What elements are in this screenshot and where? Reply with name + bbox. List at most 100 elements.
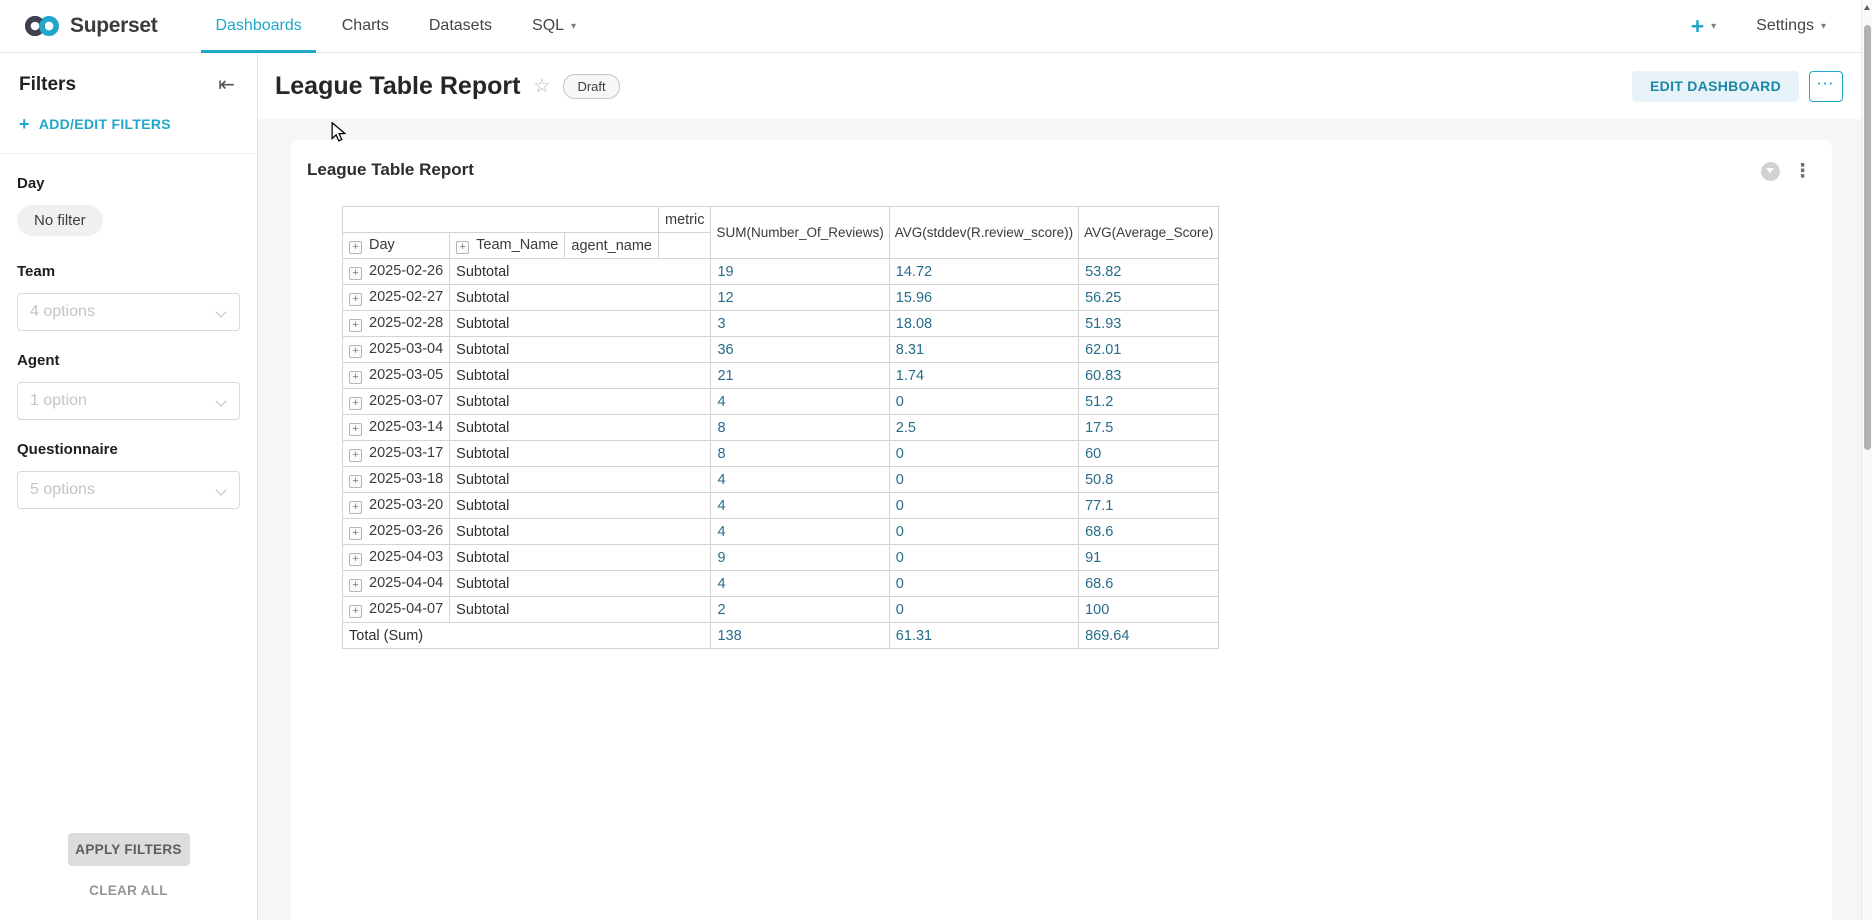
new-item-button[interactable]: + ▾ <box>1691 14 1716 38</box>
day-filter-chip[interactable]: No filter <box>17 205 103 236</box>
expand-icon[interactable]: + <box>349 423 362 436</box>
kebab-menu-icon[interactable]: ⋮ <box>1793 161 1812 182</box>
row-value-cell: 18.08 <box>888 310 1080 337</box>
row-day-cell: +2025-03-04 <box>341 336 451 363</box>
row-value-cell: 0 <box>888 544 1080 571</box>
expand-icon[interactable]: + <box>349 345 362 358</box>
expand-icon[interactable]: + <box>349 319 362 332</box>
settings-menu[interactable]: Settings ▾ <box>1756 17 1826 34</box>
metric-column-header: SUM(Number_Of_Reviews) <box>710 206 890 259</box>
row-value-cell: 4 <box>710 492 890 519</box>
filters-footer: APPLY FILTERS CLEAR ALL <box>0 833 257 898</box>
expand-icon[interactable]: + <box>349 371 362 384</box>
metric-corner-label: metric <box>657 206 712 233</box>
dim-header-agent: agent_name <box>564 232 659 259</box>
chart-title: League Table Report <box>307 160 474 179</box>
row-value-cell: 17.5 <box>1078 414 1220 441</box>
chevron-down-icon <box>215 484 227 496</box>
scrollbar-thumb[interactable] <box>1864 25 1871 450</box>
clear-all-button[interactable]: CLEAR ALL <box>89 883 168 898</box>
expand-icon[interactable]: + <box>349 501 362 514</box>
expand-icon[interactable]: + <box>349 267 362 280</box>
collapse-panel-icon[interactable]: ⇤ <box>218 74 235 96</box>
questionnaire-filter-select[interactable]: 5 options <box>17 471 240 509</box>
filter-label: Questionnaire <box>17 441 118 458</box>
dim-header-day: + Day <box>341 232 451 259</box>
nav-tab-dashboards[interactable]: Dashboards <box>195 0 321 53</box>
nav-tab-sql[interactable]: SQL ▾ <box>532 17 577 34</box>
table-row: +2025-02-28 Subtotal 3 18.08 51.93 <box>341 310 1220 337</box>
row-value-cell: 0 <box>888 492 1080 519</box>
apply-filters-button[interactable]: APPLY FILTERS <box>67 833 190 866</box>
row-value-cell: 21 <box>710 362 890 389</box>
row-value-cell: 77.1 <box>1078 492 1220 519</box>
team-filter-select[interactable]: 4 options <box>17 293 240 331</box>
superset-logo[interactable]: Superset <box>24 0 158 52</box>
pivot-table: metric SUM(Number_Of_Reviews) AVG(stddev… <box>341 206 1220 649</box>
row-value-cell: 62.01 <box>1078 336 1220 363</box>
row-value-cell: 15.96 <box>888 284 1080 311</box>
row-value-cell: 56.25 <box>1078 284 1220 311</box>
total-label-cell: Total (Sum) <box>341 622 712 649</box>
filters-title: Filters <box>19 74 77 95</box>
expand-icon[interactable]: + <box>349 579 362 592</box>
superset-infinity-icon <box>25 16 59 36</box>
navbar-right: + ▾ Settings ▾ <box>1691 0 1826 52</box>
row-day-cell: +2025-03-14 <box>341 414 451 441</box>
row-day-cell: +2025-03-26 <box>341 518 451 545</box>
expand-icon[interactable]: + <box>349 553 362 566</box>
expand-icon[interactable]: + <box>349 397 362 410</box>
row-value-cell: 0 <box>888 596 1080 623</box>
row-value-cell: 0 <box>888 570 1080 597</box>
header-empty-cell <box>342 206 659 233</box>
dim-header-team: + Team_Name <box>449 232 566 259</box>
row-value-cell: 3 <box>710 310 890 337</box>
table-row: +2025-03-04 Subtotal 36 8.31 62.01 <box>341 336 1220 363</box>
expand-icon[interactable]: + <box>349 293 362 306</box>
row-group-cell: Subtotal <box>449 388 712 415</box>
row-day-cell: +2025-03-07 <box>341 388 451 415</box>
plus-icon: + <box>19 114 30 134</box>
more-options-button[interactable]: ··· <box>1809 70 1843 102</box>
favorite-star-icon[interactable]: ☆ <box>533 75 551 97</box>
filter-group-team: Team 4 options <box>0 236 257 331</box>
row-value-cell: 8 <box>710 440 890 467</box>
row-value-cell: 12 <box>710 284 890 311</box>
expand-icon[interactable]: + <box>349 605 362 618</box>
filter-label: Day <box>17 175 45 192</box>
row-value-cell: 0 <box>888 466 1080 493</box>
agent-filter-select[interactable]: 1 option <box>17 382 240 420</box>
expand-icon[interactable]: + <box>349 527 362 540</box>
expand-icon[interactable]: + <box>349 475 362 488</box>
expand-icon[interactable]: + <box>349 449 362 462</box>
expand-icon[interactable]: + <box>456 241 470 254</box>
edit-dashboard-button[interactable]: EDIT DASHBOARD <box>1632 70 1799 102</box>
nav-tab-charts[interactable]: Charts <box>341 17 389 34</box>
chart-card: League Table Report ⋮ me <box>291 140 1832 920</box>
nav-tab-datasets[interactable]: Datasets <box>428 17 493 34</box>
total-value-cell: 138 <box>710 622 890 649</box>
row-value-cell: 51.93 <box>1078 310 1220 337</box>
row-day-cell: +2025-02-27 <box>341 284 451 311</box>
filters-sidebar: Filters ⇤ + ADD/EDIT FILTERS Day No filt… <box>0 53 258 920</box>
total-value-cell: 869.64 <box>1078 622 1220 649</box>
row-value-cell: 36 <box>710 336 890 363</box>
pivot-table-head: metric SUM(Number_Of_Reviews) AVG(stddev… <box>341 206 1220 259</box>
caret-down-icon: ▾ <box>571 20 577 32</box>
add-edit-filters-button[interactable]: + ADD/EDIT FILTERS <box>19 114 171 134</box>
row-value-cell: 100 <box>1078 596 1220 623</box>
row-value-cell: 19 <box>710 258 890 285</box>
filter-indicator-icon[interactable] <box>1761 162 1780 181</box>
chevron-down-icon <box>215 395 227 407</box>
scrollbar-up-arrow[interactable] <box>1862 0 1872 15</box>
row-value-cell: 9 <box>710 544 890 571</box>
metric-column-header: AVG(Average_Score) <box>1078 206 1220 259</box>
row-value-cell: 51.2 <box>1078 388 1220 415</box>
row-value-cell: 2 <box>710 596 890 623</box>
table-row: +2025-03-20 Subtotal 4 0 77.1 <box>341 492 1220 519</box>
filter-group-day: Day No filter <box>0 154 257 236</box>
row-value-cell: 60 <box>1078 440 1220 467</box>
expand-icon[interactable]: + <box>349 241 362 254</box>
row-day-cell: +2025-03-18 <box>341 466 451 493</box>
